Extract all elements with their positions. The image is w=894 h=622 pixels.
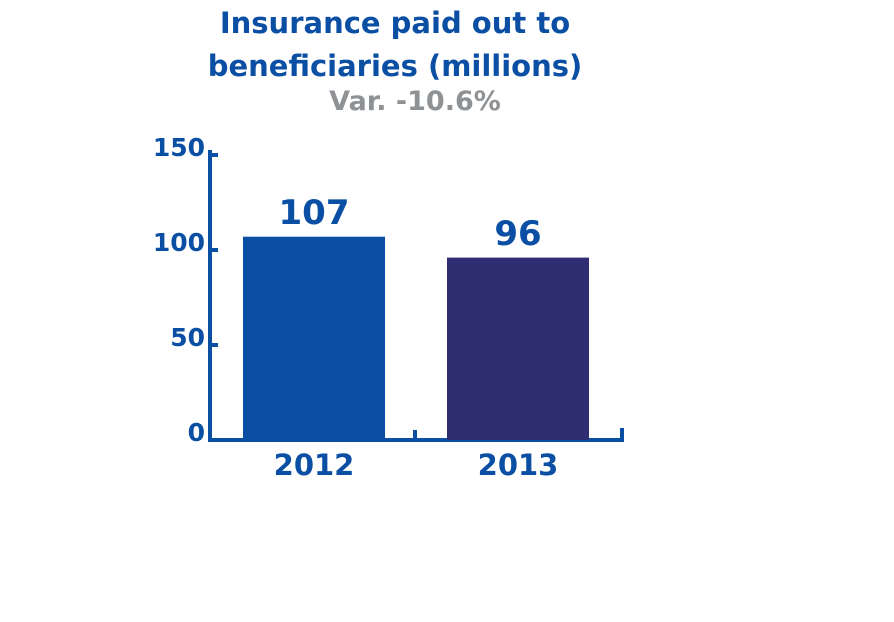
value-label: 96: [494, 214, 541, 254]
value-label: 107: [279, 193, 350, 233]
y-tick-label: 50: [170, 323, 205, 352]
bar: [243, 236, 385, 440]
bar: [447, 257, 589, 440]
y-tick-label: 100: [153, 228, 205, 257]
chart-subtitle: Var. -10.6%: [329, 86, 501, 117]
x-tick-label: 2013: [478, 448, 559, 482]
x-tick-label: 2012: [274, 448, 355, 482]
y-tick-label: 150: [153, 133, 205, 162]
chart-title: Insurance paid out to beneficiaries (mil…: [207, 6, 583, 83]
y-tick-label: 0: [188, 418, 205, 447]
